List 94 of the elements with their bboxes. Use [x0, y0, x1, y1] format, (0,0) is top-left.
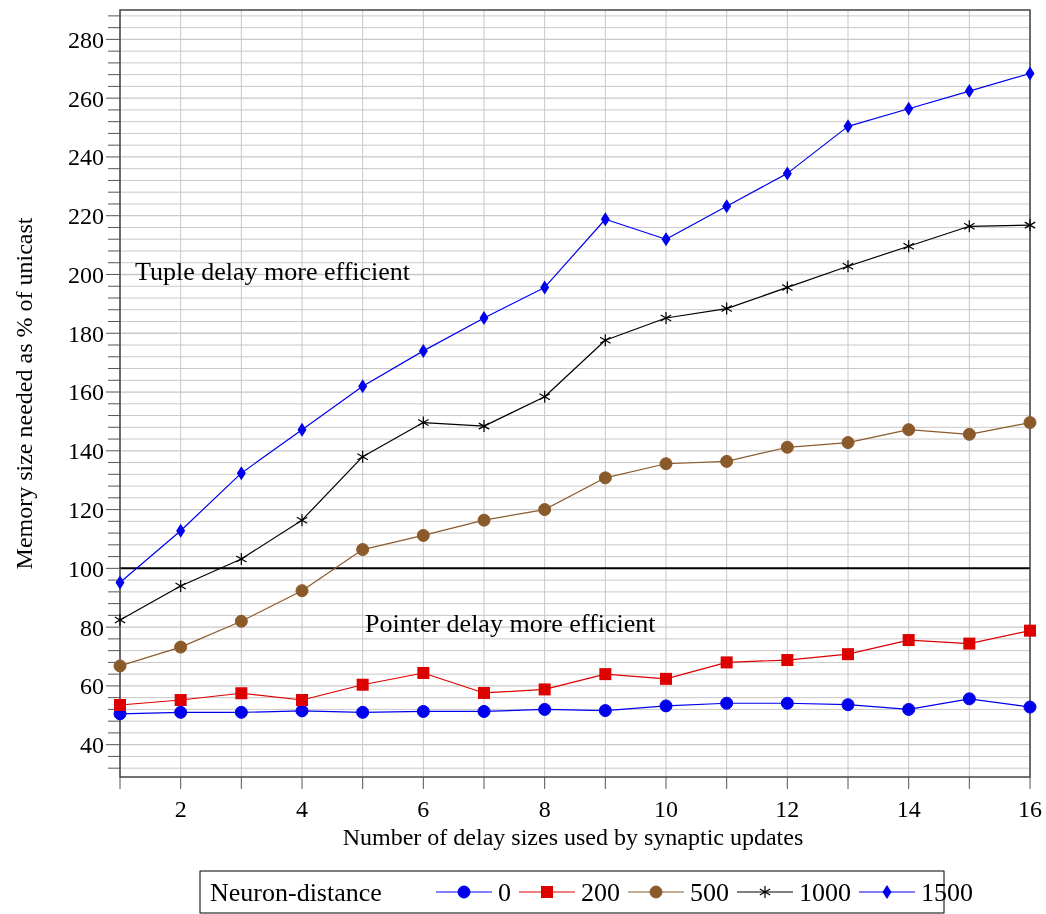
x-tick-label: 2	[174, 796, 187, 822]
point	[234, 614, 248, 628]
point	[660, 311, 672, 325]
y-tick-label: 100	[68, 555, 104, 582]
point	[114, 699, 126, 711]
point	[781, 654, 794, 667]
point	[356, 678, 369, 691]
point	[417, 415, 430, 430]
point	[1024, 218, 1036, 232]
point	[296, 694, 308, 707]
legend-title: Neuron-distance	[210, 878, 382, 908]
point	[962, 427, 976, 441]
point	[477, 704, 491, 718]
y-tick-label: 140	[68, 438, 104, 465]
point	[538, 702, 552, 716]
point	[962, 692, 976, 706]
point	[1023, 416, 1037, 430]
point	[295, 584, 309, 598]
point	[902, 423, 916, 437]
point	[720, 656, 733, 669]
y-tick-label: 180	[68, 320, 104, 347]
x-tick-label: 6	[417, 796, 430, 822]
point	[902, 634, 915, 647]
point	[356, 450, 369, 464]
y-tick-label: 160	[68, 379, 104, 406]
point	[174, 694, 187, 707]
y-tick-label: 200	[68, 261, 104, 288]
point	[356, 705, 370, 719]
point	[235, 687, 248, 700]
point	[1023, 700, 1037, 714]
y-axis-title: Memory size needed as % of unicast	[11, 217, 37, 570]
point	[598, 471, 612, 485]
point	[841, 436, 855, 450]
point	[842, 648, 854, 661]
y-tick-label: 280	[68, 26, 104, 53]
legend-label: 200	[581, 878, 620, 908]
point	[477, 513, 491, 527]
point	[234, 705, 248, 719]
y-tick-label: 220	[68, 203, 104, 230]
point	[114, 613, 126, 627]
annotation: Pointer delay more efficient	[365, 609, 657, 638]
point	[780, 696, 794, 710]
point	[174, 579, 187, 593]
point	[296, 513, 308, 527]
legend-label: 1000	[799, 878, 851, 908]
point	[538, 503, 552, 517]
y-tick-label: 80	[80, 614, 104, 641]
legend-label: 0	[498, 878, 511, 908]
x-axis-title: Number of delay sizes used by synaptic updates	[342, 824, 804, 850]
x-tick-label: 14	[896, 796, 921, 822]
point	[720, 301, 733, 316]
x-tick-label: 8	[538, 796, 551, 822]
point	[963, 637, 976, 650]
point	[720, 454, 734, 468]
point	[720, 696, 734, 710]
point	[902, 239, 915, 253]
point	[1024, 624, 1036, 637]
point	[841, 698, 855, 712]
point	[599, 668, 612, 681]
point	[842, 259, 854, 273]
point	[478, 686, 490, 699]
point	[174, 705, 188, 719]
y-tick-label: 40	[80, 732, 104, 759]
x-tick-label: 4	[296, 796, 308, 822]
x-tick-label: 12	[775, 796, 800, 822]
point	[478, 419, 490, 433]
y-tick-label: 260	[68, 85, 104, 112]
annotation: Tuple delay more efficient	[135, 257, 411, 286]
legend-label: 1500	[921, 878, 973, 908]
point	[659, 457, 673, 471]
point	[538, 683, 551, 696]
point	[356, 543, 370, 557]
point	[780, 440, 794, 454]
point	[295, 704, 309, 718]
point	[235, 552, 248, 566]
point	[660, 672, 672, 685]
point	[963, 219, 976, 233]
point	[417, 666, 430, 679]
point	[902, 702, 916, 716]
point	[538, 390, 551, 404]
point	[174, 640, 188, 654]
point	[781, 280, 794, 295]
y-tick-label: 60	[80, 673, 104, 700]
x-tick-label: 16	[1018, 796, 1042, 822]
point	[416, 528, 430, 542]
x-tick-label: 10	[654, 796, 678, 822]
y-tick-label: 240	[68, 144, 104, 171]
legend-label: 500	[690, 878, 729, 908]
point	[416, 704, 430, 718]
point	[659, 699, 673, 713]
point	[598, 704, 612, 718]
point	[113, 659, 127, 673]
point	[599, 333, 612, 347]
y-tick-label: 120	[68, 496, 104, 523]
